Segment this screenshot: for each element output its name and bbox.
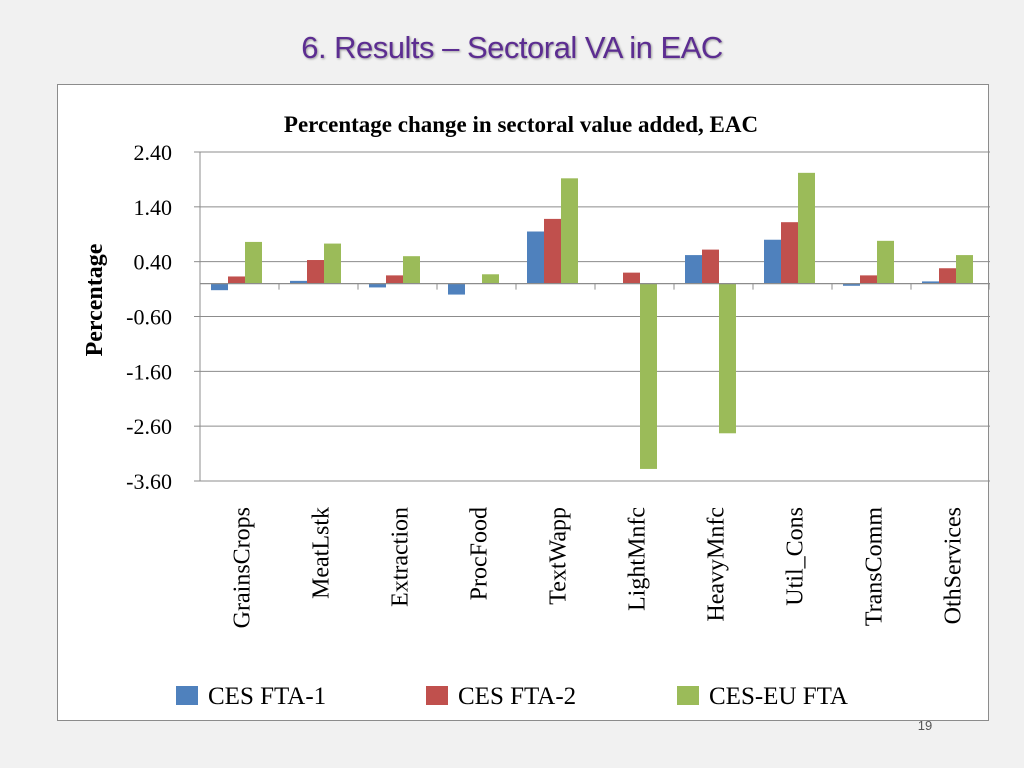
bar-ces-fta-2-extraction: [386, 275, 403, 284]
bar-ces-fta-2-grainscrops: [228, 276, 245, 284]
x-tick-label: Extraction: [388, 507, 414, 607]
bar-ces-eu-fta-meatlstk: [324, 243, 341, 284]
bar-ces-fta-1-heavymnfc: [685, 255, 702, 284]
y-tick-label: -3.60: [126, 469, 172, 494]
y-tick-label: -2.60: [126, 414, 172, 439]
y-tick-label: -1.60: [126, 359, 172, 384]
x-tick-label: GrainsCrops: [230, 507, 256, 628]
bar-chart: Percentage change in sectoral value adde…: [82, 112, 990, 710]
bar-ces-eu-fta-lightmnfc: [640, 283, 657, 469]
bar-ces-fta-1-othservices: [922, 281, 939, 284]
chart-frame: Percentage change in sectoral value adde…: [57, 84, 990, 721]
x-tick-label: ProcFood: [467, 507, 493, 600]
bar-ces-fta-1-procfood: [448, 283, 465, 295]
bar-ces-fta-1-textwapp: [527, 231, 544, 284]
y-tick-label: 0.40: [134, 250, 173, 275]
bar-ces-fta-2-heavymnfc: [702, 249, 719, 284]
y-tick-label: -0.60: [126, 305, 172, 330]
bar-ces-eu-fta-transcomm: [877, 240, 894, 284]
y-tick-label: 1.40: [134, 195, 173, 220]
bar-ces-fta-2-util-cons: [781, 222, 798, 284]
page-number: 19: [917, 718, 933, 733]
bar-ces-fta-2-transcomm: [860, 275, 877, 284]
legend-label: CES FTA-2: [458, 683, 576, 710]
x-tick-label: Util_Cons: [783, 507, 809, 606]
chart-title: Percentage change in sectoral value adde…: [284, 112, 758, 137]
x-tick-label: HeavyMnfc: [704, 507, 730, 622]
bar-ces-fta-2-meatlstk: [307, 260, 324, 284]
bar-ces-eu-fta-grainscrops: [245, 241, 262, 284]
bar-ces-fta-1-extraction: [369, 283, 386, 288]
x-tick-label: TransComm: [862, 507, 888, 626]
bar-ces-fta-2-textwapp: [544, 218, 561, 284]
x-tick-label: OthServices: [941, 507, 967, 624]
legend-swatch: [426, 686, 448, 705]
bar-ces-eu-fta-util-cons: [798, 172, 815, 284]
legend-label: CES-EU FTA: [709, 683, 848, 710]
legend-label: CES FTA-1: [208, 683, 326, 710]
legend-swatch: [176, 686, 198, 705]
bar-ces-eu-fta-othservices: [956, 255, 973, 284]
bar-ces-fta-1-meatlstk: [290, 280, 307, 284]
bar-ces-fta-1-util-cons: [764, 239, 781, 284]
y-axis-label: Percentage: [82, 243, 108, 356]
bar-ces-fta-2-othservices: [939, 268, 956, 284]
bar-ces-eu-fta-textwapp: [561, 178, 578, 284]
bar-ces-fta-1-transcomm: [843, 283, 860, 286]
bar-ces-eu-fta-extraction: [403, 256, 420, 284]
bar-ces-eu-fta-heavymnfc: [719, 283, 736, 434]
x-tick-label: MeatLstk: [309, 507, 335, 599]
slide-title: 6. Results – Sectoral VA in EAC: [301, 30, 723, 65]
bar-ces-fta-2-lightmnfc: [623, 272, 640, 284]
bar-ces-eu-fta-procfood: [482, 274, 499, 284]
bar-ces-fta-1-grainscrops: [211, 283, 228, 291]
x-tick-label: LightMnfc: [625, 507, 651, 611]
x-tick-label: TextWapp: [546, 507, 572, 605]
legend-swatch: [677, 686, 699, 705]
y-tick-label: 2.40: [134, 140, 173, 165]
